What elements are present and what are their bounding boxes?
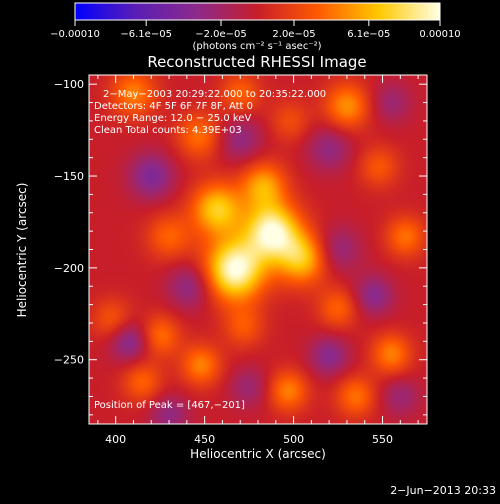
annotation-peak: Position of Peak = [467,−201] — [94, 400, 245, 411]
x-tick-label: 500 — [283, 433, 304, 446]
x-tick-label: 450 — [194, 433, 215, 446]
colorbar: −0.00010 −6.1e−05 −2.0e−05 2.0e−05 6.1e−05 0.… — [50, 2, 461, 52]
colorbar-tick-label: 2.0e−05 — [272, 29, 315, 40]
colorbar-tick-label: 0.00010 — [419, 29, 460, 40]
y-tick-label: −250 — [54, 354, 84, 367]
chart-title: Reconstructed RHESSI Image — [147, 53, 366, 71]
annotation-energy: Energy Range: 12.0 − 25.0 keV — [94, 113, 251, 124]
x-axis-title: Heliocentric X (arcsec) — [190, 447, 326, 461]
annotations: 2−May−2003 20:29:22.000 to 20:35:22.000 … — [94, 89, 326, 411]
y-axis-tick-labels: −100 −150 −200 −250 — [54, 78, 84, 367]
x-axis-tick-labels: 400 450 500 550 — [105, 433, 393, 446]
colorbar-tick-label: −0.00010 — [50, 29, 100, 40]
annotation-detectors: Detectors: 4F 5F 6F 7F 8F, Att 0 — [94, 101, 253, 112]
colorbar-tick-label: −6.1e−05 — [120, 29, 172, 40]
y-axis-ticks — [89, 83, 427, 416]
y-axis-title: Heliocentric Y (arcsec) — [15, 183, 29, 318]
colorbar-ticks — [74, 20, 441, 26]
heatmap-image — [89, 75, 427, 424]
y-tick-label: −150 — [54, 170, 84, 183]
colorbar-unit-label: (photons cm⁻² s⁻¹ asec⁻²) — [192, 41, 321, 52]
x-tick-label: 400 — [105, 433, 126, 446]
annotation-time: 2−May−2003 20:29:22.000 to 20:35:22.000 — [103, 89, 326, 100]
colorbar-gradient — [74, 2, 441, 21]
x-tick-label: 550 — [372, 433, 393, 446]
x-axis-ticks — [97, 75, 419, 424]
colorbar-tick-labels: −0.00010 −6.1e−05 −2.0e−05 2.0e−05 6.1e−05 0.… — [50, 29, 461, 40]
annotation-clean: Clean Total counts: 4.39E+03 — [94, 125, 242, 136]
colorbar-tick-label: 6.1e−05 — [347, 29, 390, 40]
footer-date: 2−Jun−2013 20:33 — [390, 484, 496, 497]
y-tick-label: −200 — [54, 262, 84, 275]
y-tick-label: −100 — [54, 78, 84, 91]
colorbar-tick-label: −2.0e−05 — [195, 29, 247, 40]
